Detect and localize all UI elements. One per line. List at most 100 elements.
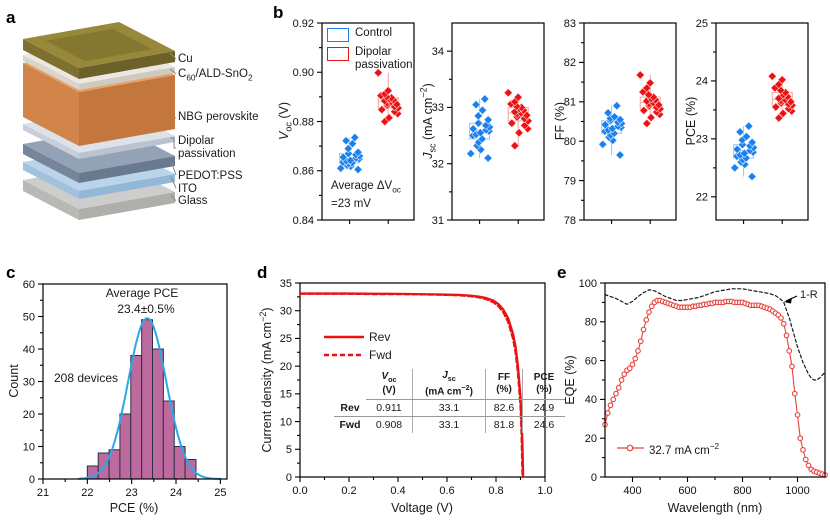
eqe-axis-label: EQE (%) <box>563 355 577 405</box>
histogram-bars <box>86 319 197 480</box>
b-ff-plot: 78 79 80 81 82 83 <box>564 18 677 227</box>
fwd-voc: 0.908 <box>375 418 403 431</box>
svg-text:80: 80 <box>564 136 576 148</box>
svg-text:0.86: 0.86 <box>293 166 314 178</box>
svg-text:83: 83 <box>564 18 576 30</box>
fwd-pce: 24.6 <box>522 416 565 433</box>
legend-control-row: Control <box>327 27 423 42</box>
eqe-legend-swatch <box>617 444 644 452</box>
svg-text:79: 79 <box>564 175 576 187</box>
legend-dipolar-row: Dipolar passivation <box>327 46 423 72</box>
svg-text:23: 23 <box>126 487 138 499</box>
b-voc-plot: 0.84 0.86 0.88 0.90 0.92 <box>293 18 415 227</box>
control-points <box>730 121 759 182</box>
layer-leader-lines <box>169 52 177 202</box>
average-pce-value: 23.4±0.5% <box>117 302 175 316</box>
svg-text:33: 33 <box>432 102 444 114</box>
svg-text:24: 24 <box>696 76 708 88</box>
pce-axis-label: PCE (%) <box>684 96 698 146</box>
svg-text:40: 40 <box>585 394 597 406</box>
control-points <box>336 132 365 175</box>
legend-control-label: Control <box>355 27 393 39</box>
layer-label-c60-sno2: C60/ALD-SnO2 <box>178 68 253 83</box>
svg-text:22: 22 <box>81 487 93 499</box>
layer-label-dipolar: Dipolar passivation <box>178 135 236 161</box>
svg-text:0.84: 0.84 <box>293 215 314 227</box>
svg-text:0.90: 0.90 <box>293 67 314 79</box>
svg-text:0.92: 0.92 <box>293 18 314 30</box>
dipolar-passivation-points <box>635 70 665 129</box>
pce-hist-x-label: PCE (%) <box>109 501 159 515</box>
svg-text:50: 50 <box>23 311 35 323</box>
e-eqe-plot: 0 20 40 60 80 100 400 600 800 1000 <box>579 278 828 497</box>
svg-text:0.88: 0.88 <box>293 116 314 128</box>
svg-text:10: 10 <box>280 416 292 428</box>
rev-row-label: Rev <box>334 399 366 417</box>
svg-text:34: 34 <box>432 46 444 58</box>
svg-text:25: 25 <box>280 333 292 345</box>
svg-text:0: 0 <box>286 472 292 484</box>
pce-header: PCE (%) <box>522 369 565 400</box>
svg-text:31: 31 <box>432 215 444 227</box>
dipolar-passivation-points <box>767 71 797 123</box>
ff-axis-label: FF (%) <box>553 101 567 141</box>
c-pce-histogram-plot: 0 10 20 30 40 50 60 21 22 23 24 25 <box>23 279 228 499</box>
device-count-annotation: 208 devices <box>53 371 119 385</box>
rev-ff: 82.6 <box>485 399 523 417</box>
jv-parameters-table: Voc (V) Jsc (mA cm−2) FF (%) PCE (%) Rev 0.9… <box>334 369 565 433</box>
legend-dipolar-label: Dipolar passivation <box>355 46 413 71</box>
svg-text:100: 100 <box>579 278 597 290</box>
svg-text:78: 78 <box>564 215 576 227</box>
svg-text:0.0: 0.0 <box>292 485 307 497</box>
fwd-row-label: Fwd <box>339 418 361 431</box>
panel-letter-e: e <box>557 263 567 282</box>
jsc-axis-label: Jsc (mA cm−2) <box>418 83 438 159</box>
svg-text:30: 30 <box>23 376 35 388</box>
one-minus-r-arrow <box>784 295 798 304</box>
fwd-legend-label: Fwd <box>369 348 392 362</box>
panel-letter-b: b <box>273 3 284 22</box>
fwd-ff: 81.8 <box>485 416 523 433</box>
control-points <box>598 101 627 160</box>
svg-text:0.6: 0.6 <box>439 485 454 497</box>
jv-fwd-curve <box>298 292 524 479</box>
svg-text:20: 20 <box>585 433 597 445</box>
svg-text:20: 20 <box>280 361 292 373</box>
svg-text:25: 25 <box>696 18 708 30</box>
dipolar-passivation-points <box>503 88 533 151</box>
one-minus-r-annotation: 1-R <box>800 289 818 301</box>
svg-text:60: 60 <box>585 355 597 367</box>
scatter-legend: Control Dipolar passivation <box>327 27 423 76</box>
svg-text:24: 24 <box>170 487 182 499</box>
layer-label-glass: Glass <box>178 195 208 207</box>
table-row: Rev 0.911 33.1 82.6 24.9 <box>334 399 565 417</box>
jsc-header: Jsc (mA cm−2) <box>412 369 486 400</box>
svg-text:1000: 1000 <box>785 485 809 497</box>
svg-text:0: 0 <box>29 474 35 486</box>
table-header-row: Voc (V) Jsc (mA cm−2) FF (%) PCE (%) <box>334 369 565 400</box>
svg-text:0: 0 <box>591 472 597 484</box>
gaussian-fit-curve <box>77 317 222 480</box>
rev-legend-label: Rev <box>369 330 391 344</box>
svg-text:80: 80 <box>585 317 597 329</box>
device-stack-drawing <box>23 22 177 220</box>
voltage-axis-label: Voltage (V) <box>391 501 453 515</box>
d-jv-plot: 0 5 10 15 20 25 30 35 0.0 0.2 0.4 0.6 0.8 1.0 <box>280 278 553 497</box>
svg-text:60: 60 <box>23 279 35 291</box>
layer-label-perovskite: NBG perovskite <box>178 111 259 123</box>
svg-text:21: 21 <box>37 487 49 499</box>
svg-text:20: 20 <box>23 409 35 421</box>
svg-text:25: 25 <box>214 487 226 499</box>
svg-text:23: 23 <box>696 134 708 146</box>
svg-text:0.2: 0.2 <box>341 485 356 497</box>
layer-label-cu: Cu <box>178 53 193 65</box>
svg-text:400: 400 <box>623 485 641 497</box>
svg-text:0.8: 0.8 <box>488 485 503 497</box>
integrated-jsc-legend: 32.7 mA cm−2 <box>649 442 720 457</box>
eqe-curve <box>602 297 828 478</box>
svg-text:35: 35 <box>280 278 292 290</box>
svg-text:0.4: 0.4 <box>390 485 405 497</box>
delta-voc-annotation: Average ΔVoc =23 mV <box>331 180 401 210</box>
b-pce-plot: 22 23 24 25 <box>696 18 809 224</box>
